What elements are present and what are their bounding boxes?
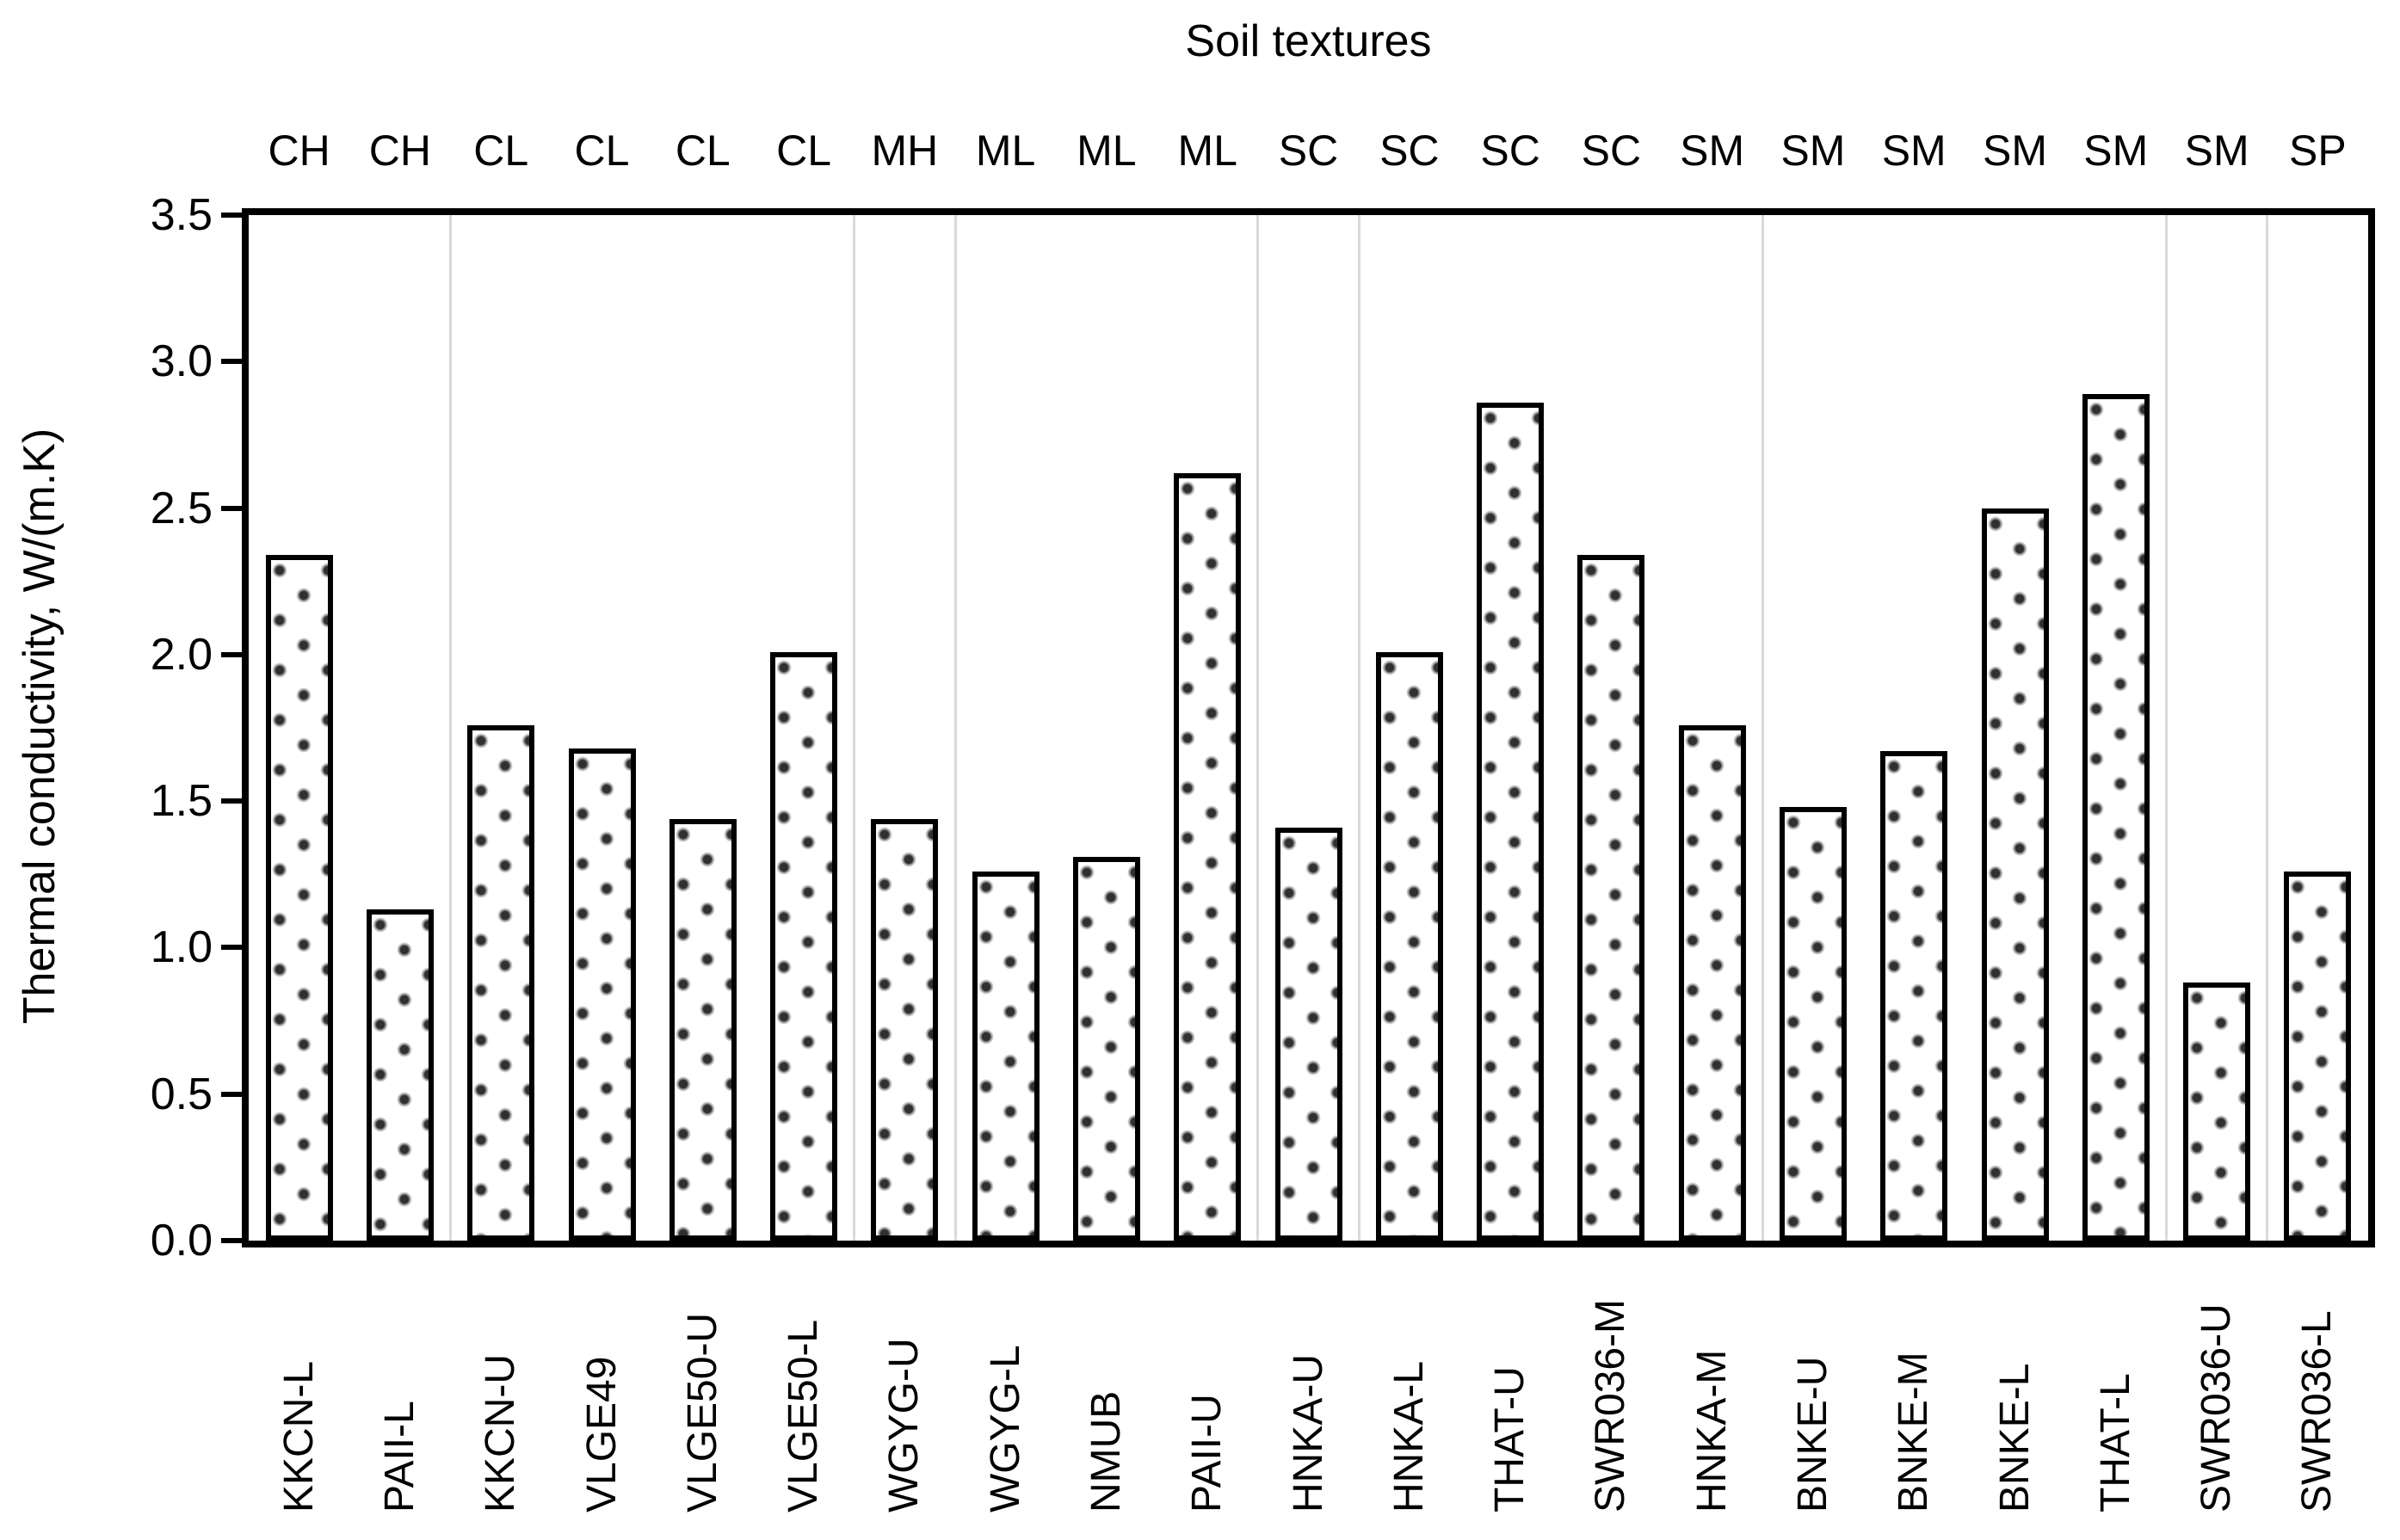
category-label-NMUB: NMUB	[1083, 1390, 1129, 1512]
texture-label-5: CL	[776, 126, 832, 175]
category-separator-line	[953, 215, 957, 1241]
category-label-PAII-L: PAII-L	[376, 1401, 423, 1512]
y-tick-label: 2.5	[150, 483, 213, 533]
category-separator-line	[853, 215, 856, 1241]
category-label-VLGE50-U: VLGE50-U	[679, 1312, 725, 1512]
texture-label-2: CL	[473, 126, 529, 175]
bar-NMUB	[1072, 856, 1140, 1241]
axis-y-line	[242, 208, 249, 1247]
bar-KKCN-U	[467, 724, 535, 1241]
bar-THAT-L	[2082, 393, 2150, 1241]
axis-x-line	[242, 1241, 2375, 1247]
y-tick-label: 2.0	[150, 629, 213, 680]
texture-label-0: CH	[268, 126, 330, 175]
texture-label-8: ML	[1077, 126, 1137, 175]
texture-label-1: CH	[368, 126, 431, 175]
bar-BNKE-M	[1880, 751, 1948, 1241]
texture-label-15: SM	[1780, 126, 1846, 175]
category-label-HNKA-M: HNKA-M	[1688, 1349, 1735, 1512]
bar-VLGE49	[568, 748, 636, 1241]
texture-label-12: SC	[1480, 126, 1540, 175]
texture-label-10: SC	[1278, 126, 1339, 175]
category-label-KKCN-U: KKCN-U	[478, 1353, 524, 1512]
y-tick-label: 0.5	[150, 1069, 213, 1119]
category-label-BNKE-U: BNKE-U	[1789, 1356, 1835, 1512]
bar-VLGE50-U	[669, 818, 737, 1241]
plot-top-border	[242, 208, 2375, 215]
bar-THAT-U	[1477, 403, 1545, 1241]
category-separator-line	[449, 215, 453, 1241]
category-label-THAT-U: THAT-U	[1487, 1366, 1533, 1512]
y-tick-label: 3.0	[150, 336, 213, 387]
bar-SWR036-U	[2183, 983, 2251, 1241]
category-label-WGYG-L: WGYG-L	[982, 1345, 1028, 1512]
category-label-SWR036-U: SWR036-U	[2193, 1303, 2240, 1512]
category-separator-line	[1761, 215, 1764, 1241]
category-separator-line	[1256, 215, 1260, 1241]
y-tick-mark	[221, 359, 242, 365]
y-tick-label: 0.0	[150, 1216, 213, 1266]
texture-label-13: SC	[1581, 126, 1642, 175]
y-tick-mark	[221, 1238, 242, 1243]
texture-label-20: SP	[2289, 126, 2347, 175]
bar-PAII-U	[1174, 472, 1242, 1241]
bar-HNKA-M	[1678, 724, 1746, 1241]
texture-label-17: SM	[1983, 126, 2047, 175]
category-label-SWR036-M: SWR036-M	[1588, 1298, 1634, 1512]
category-label-SWR036-L: SWR036-L	[2294, 1310, 2341, 1512]
bar-PAII-L	[366, 909, 434, 1241]
bar-WGYG-L	[972, 871, 1040, 1241]
y-tick-mark	[221, 945, 242, 951]
texture-label-19: SM	[2184, 126, 2249, 175]
texture-label-9: ML	[1177, 126, 1237, 175]
texture-label-14: SM	[1680, 126, 1745, 175]
category-separator-line	[2266, 215, 2269, 1241]
category-label-HNKA-U: HNKA-U	[1285, 1353, 1331, 1512]
category-label-KKCN-L: KKCN-L	[275, 1360, 322, 1512]
category-label-VLGE49: VLGE49	[578, 1356, 625, 1512]
y-tick-label: 1.5	[150, 776, 213, 827]
bar-VLGE50-L	[770, 651, 838, 1241]
category-label-VLGE50-L: VLGE50-L	[780, 1319, 827, 1512]
y-tick-mark	[221, 505, 242, 511]
category-label-BNKE-L: BNKE-L	[1991, 1363, 2038, 1512]
bar-KKCN-L	[265, 555, 333, 1241]
bar-SWR036-L	[2284, 871, 2352, 1241]
texture-label-16: SM	[1881, 126, 1947, 175]
category-separator-line	[1357, 215, 1360, 1241]
bar-BNKE-L	[1981, 508, 2049, 1241]
y-tick-label: 1.0	[150, 922, 213, 973]
category-label-THAT-L: THAT-L	[2092, 1373, 2138, 1512]
category-label-HNKA-L: HNKA-L	[1385, 1360, 1432, 1512]
bar-WGYG-U	[871, 818, 939, 1241]
bar-BNKE-U	[1779, 807, 1847, 1241]
texture-label-4: CL	[675, 126, 731, 175]
y-tick-mark	[221, 213, 242, 218]
category-label-WGYG-U: WGYG-U	[881, 1338, 928, 1512]
plot-right-border	[2368, 208, 2375, 1247]
y-tick-label: 3.5	[150, 190, 213, 240]
category-label-PAII-U: PAII-U	[1184, 1394, 1231, 1512]
bar-HNKA-U	[1274, 827, 1342, 1241]
category-label-BNKE-M: BNKE-M	[1891, 1352, 1937, 1512]
top-axis-title: Soil textures	[1185, 16, 1432, 66]
bar-HNKA-L	[1375, 651, 1443, 1241]
texture-label-18: SM	[2083, 126, 2149, 175]
bar-SWR036-M	[1577, 555, 1645, 1241]
texture-label-11: SC	[1379, 126, 1440, 175]
texture-label-6: MH	[871, 126, 939, 175]
texture-label-3: CL	[574, 126, 630, 175]
y-axis-title: Thermal conductivity, W/(m.K)	[15, 428, 65, 1025]
y-tick-mark	[221, 798, 242, 804]
y-tick-mark	[221, 1091, 242, 1097]
y-tick-mark	[221, 651, 242, 657]
texture-label-7: ML	[975, 126, 1036, 175]
category-separator-line	[2164, 215, 2168, 1241]
